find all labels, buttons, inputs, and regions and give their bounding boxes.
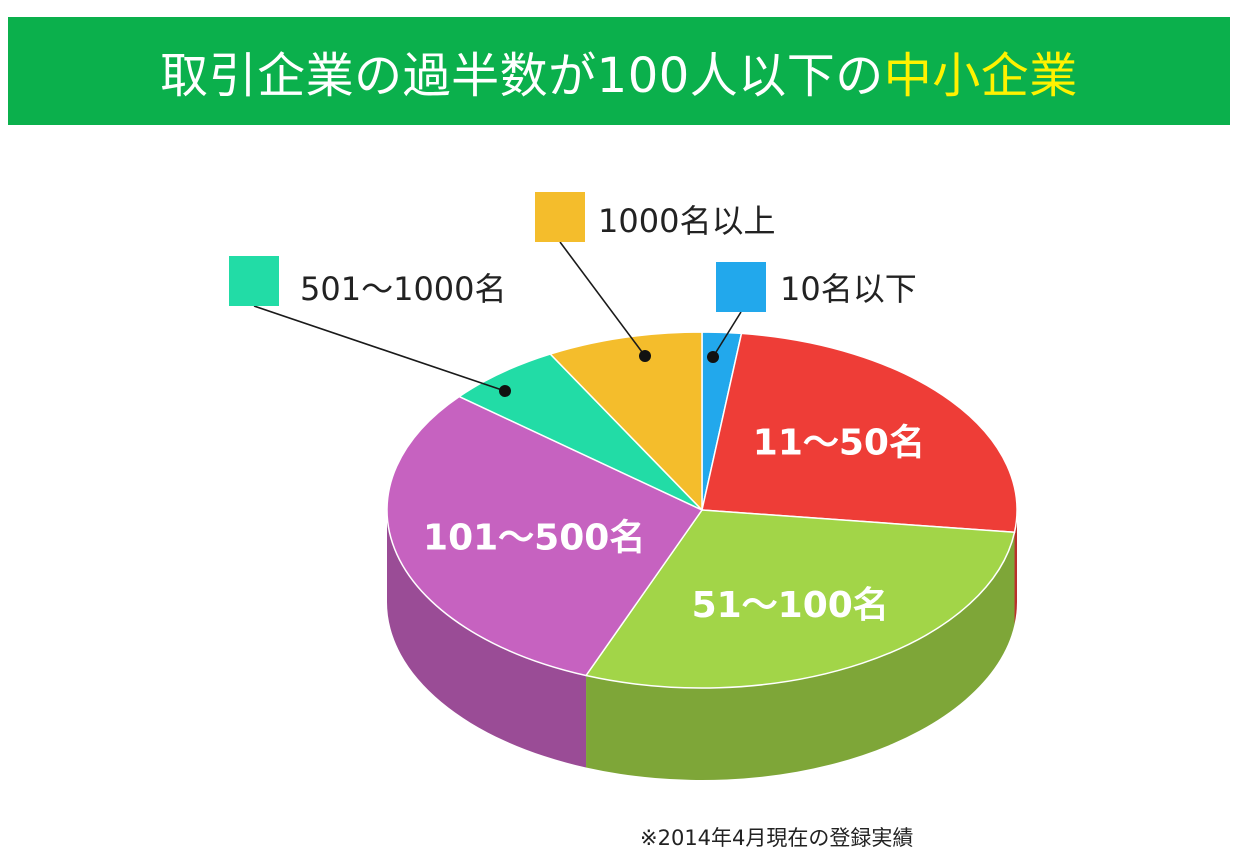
legend-swatch-4 <box>229 256 279 306</box>
legend-swatch-0 <box>716 262 766 312</box>
pie-slice-1 <box>701 332 1018 534</box>
pie-side-2 <box>586 532 1015 781</box>
page-title: 取引企業の過半数が100人以下の中小企業 <box>160 36 1078 106</box>
pie-top <box>386 331 1018 689</box>
slice-label-2: 51〜100名 <box>692 585 889 626</box>
slice-label-3: 101〜500名 <box>423 517 645 558</box>
pie-slice-5 <box>549 331 703 511</box>
callout-line-5 <box>559 241 646 357</box>
pie-slice-2 <box>585 509 1016 689</box>
callout-line-4 <box>253 305 506 392</box>
title-banner: 取引企業の過半数が100人以下の中小企業 <box>8 17 1230 125</box>
legend-label-4: 501〜1000名 <box>300 270 507 308</box>
title-main: 取引企業の過半数が100人以下の <box>160 48 884 104</box>
pie-side-1 <box>1014 510 1017 625</box>
legend-label-5: 1000名以上 <box>598 202 775 240</box>
legend-label-0: 10名以下 <box>780 270 917 308</box>
callout-dot-4 <box>499 385 511 397</box>
pie-slice-4 <box>458 353 703 511</box>
callout-dot-5 <box>639 350 651 362</box>
callout-line-0 <box>712 311 742 358</box>
slice-label-1: 11〜50名 <box>753 422 925 463</box>
pie-labels: 10名以下 11〜50名 51〜100名 101〜500名 501〜1000名 1000名… <box>229 192 925 626</box>
legend-swatch-5 <box>535 192 585 242</box>
pie-sides <box>387 510 1017 781</box>
pie-slice-3 <box>386 395 703 677</box>
callout-dot-0 <box>707 351 719 363</box>
pie-side-3 <box>387 510 587 768</box>
title-highlight: 中小企業 <box>883 48 1078 104</box>
footnote: ※2014年4月現在の登録実績 <box>640 826 914 850</box>
